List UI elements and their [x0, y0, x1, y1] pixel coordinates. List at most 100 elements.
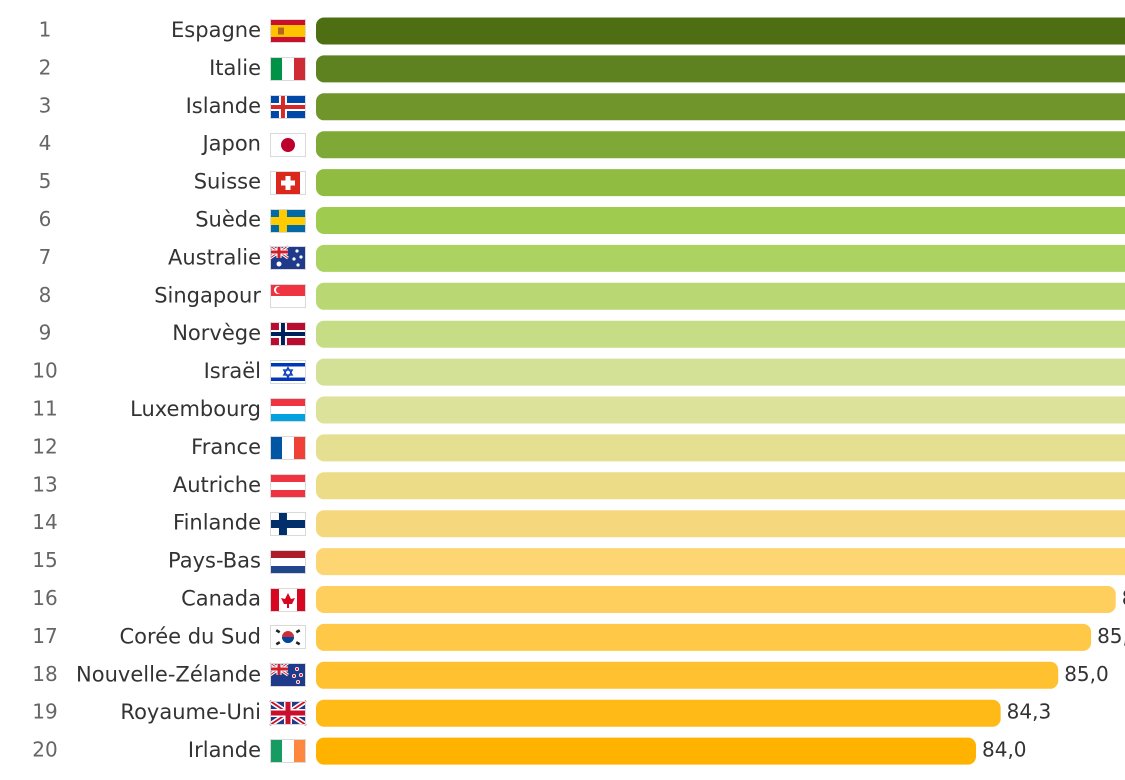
france-flag: [270, 436, 306, 460]
switzerland-flag: [270, 171, 306, 195]
bar: [316, 17, 1125, 45]
austria-flag: [270, 474, 306, 498]
italy-flag: [270, 57, 306, 81]
bar: [316, 358, 1125, 386]
value-label: 84,3: [1007, 700, 1052, 724]
value-label: 85,4: [1097, 624, 1125, 648]
bar: [316, 320, 1125, 348]
canada-flag: [270, 588, 306, 612]
rank-label: 17: [32, 624, 57, 648]
bar: [316, 55, 1125, 83]
chart-row: 13Autriche86,3: [32, 472, 1125, 500]
chart-row: 4Japon91,4: [39, 131, 1125, 159]
rank-label: 8: [39, 283, 52, 307]
ireland-flag: [270, 739, 306, 763]
rank-label: 12: [32, 434, 57, 458]
chart-row: 1Espagne92,8: [39, 18, 1125, 45]
rank-label: 19: [32, 700, 57, 724]
bar: [316, 586, 1116, 613]
value-label: 84,0: [982, 738, 1027, 762]
country-label: Finlande: [173, 511, 261, 535]
bar: [316, 169, 1125, 197]
australia-flag: [269, 244, 306, 270]
rank-label: 15: [32, 548, 57, 572]
chart-row: 12France87,0: [32, 434, 1125, 462]
country-label: Norvège: [172, 321, 261, 345]
chart-row: 2Italie91,6: [39, 55, 1125, 83]
bar: [316, 510, 1125, 538]
value-label: 85,0: [1064, 662, 1109, 686]
singapore-flag: [270, 284, 306, 308]
chart-row: 6Suède90,2: [39, 207, 1125, 234]
country-label: Corée du Sud: [120, 624, 261, 648]
south-korea-flag: [270, 625, 306, 649]
bar: [316, 623, 1092, 651]
country-label: Autriche: [173, 473, 261, 497]
country-label: Nouvelle-Zélande: [76, 662, 261, 686]
rank-label: 7: [39, 245, 52, 269]
rank-label: 14: [32, 510, 57, 534]
chart-row: 11Luxembourg87,4: [32, 397, 1125, 424]
sweden-flag: [270, 209, 306, 233]
new-zealand-flag: [269, 661, 306, 687]
country-label: Israël: [204, 359, 261, 383]
norway-flag: [270, 322, 306, 346]
bar: [316, 207, 1125, 234]
spain-flag: [270, 19, 306, 43]
rank-label: 18: [32, 662, 57, 686]
chart-row: 20 Irlande 84,0: [32, 737, 1027, 765]
country-label: Espagne: [171, 18, 261, 42]
country-label: Singapour: [154, 283, 261, 307]
bar: [316, 282, 1125, 310]
rank-label: 16: [32, 586, 57, 610]
rank-label: 3: [39, 93, 52, 117]
iceland-flag: [270, 95, 306, 119]
country-label: Royaume-Uni: [120, 700, 261, 724]
netherlands-flag: [270, 550, 306, 574]
chart-row: 7Australie89,8: [39, 244, 1125, 272]
chart-row: 18 Nouvelle-Zélande 85,0: [32, 661, 1109, 689]
country-label: France: [191, 435, 261, 459]
rank-label: 9: [39, 321, 52, 345]
country-label: Luxembourg: [130, 397, 261, 421]
country-label: Japon: [200, 132, 261, 156]
rank-label: 5: [39, 169, 52, 193]
country-label: Pays-Bas: [168, 549, 261, 573]
country-label: Islande: [186, 94, 261, 118]
chart-row: 5Suisse91,0: [39, 169, 1125, 197]
bar: [316, 548, 1125, 576]
country-label: Suisse: [194, 170, 261, 194]
rank-label: 2: [39, 55, 52, 79]
chart-row: 9Norvège89,1: [39, 321, 1125, 348]
chart-row: 10Israël88,1: [32, 359, 1125, 386]
country-label: Italie: [209, 56, 261, 80]
country-label: Suède: [195, 208, 261, 232]
rank-label: 11: [32, 397, 57, 421]
rank-label: 20: [32, 738, 57, 762]
rank-label: 1: [39, 18, 52, 42]
country-label: Australie: [168, 245, 261, 269]
bar: [316, 472, 1125, 500]
bar: [316, 737, 976, 765]
chart-row: 3Islande91,4: [39, 93, 1125, 121]
bar: [316, 661, 1059, 689]
japan-flag: [270, 133, 306, 157]
united-kingdom-flag: [268, 698, 308, 728]
rank-label: 4: [39, 131, 52, 155]
country-label: Irlande: [188, 738, 261, 762]
chart-row: 17 Corée du Sud 85,4: [32, 623, 1125, 651]
bar: [316, 93, 1125, 121]
rank-label: 10: [32, 359, 57, 383]
bar: [316, 131, 1125, 159]
israel-flag: [270, 360, 306, 384]
value-label: 85,7: [1122, 586, 1125, 610]
bar: [316, 434, 1125, 462]
bar: [316, 396, 1125, 424]
bar: [316, 244, 1125, 272]
country-label: Canada: [181, 587, 261, 611]
chart-row: 14Finlande85,9: [32, 510, 1125, 538]
luxembourg-flag: [270, 398, 306, 422]
chart-row: 8Singapour89,3: [39, 283, 1125, 310]
